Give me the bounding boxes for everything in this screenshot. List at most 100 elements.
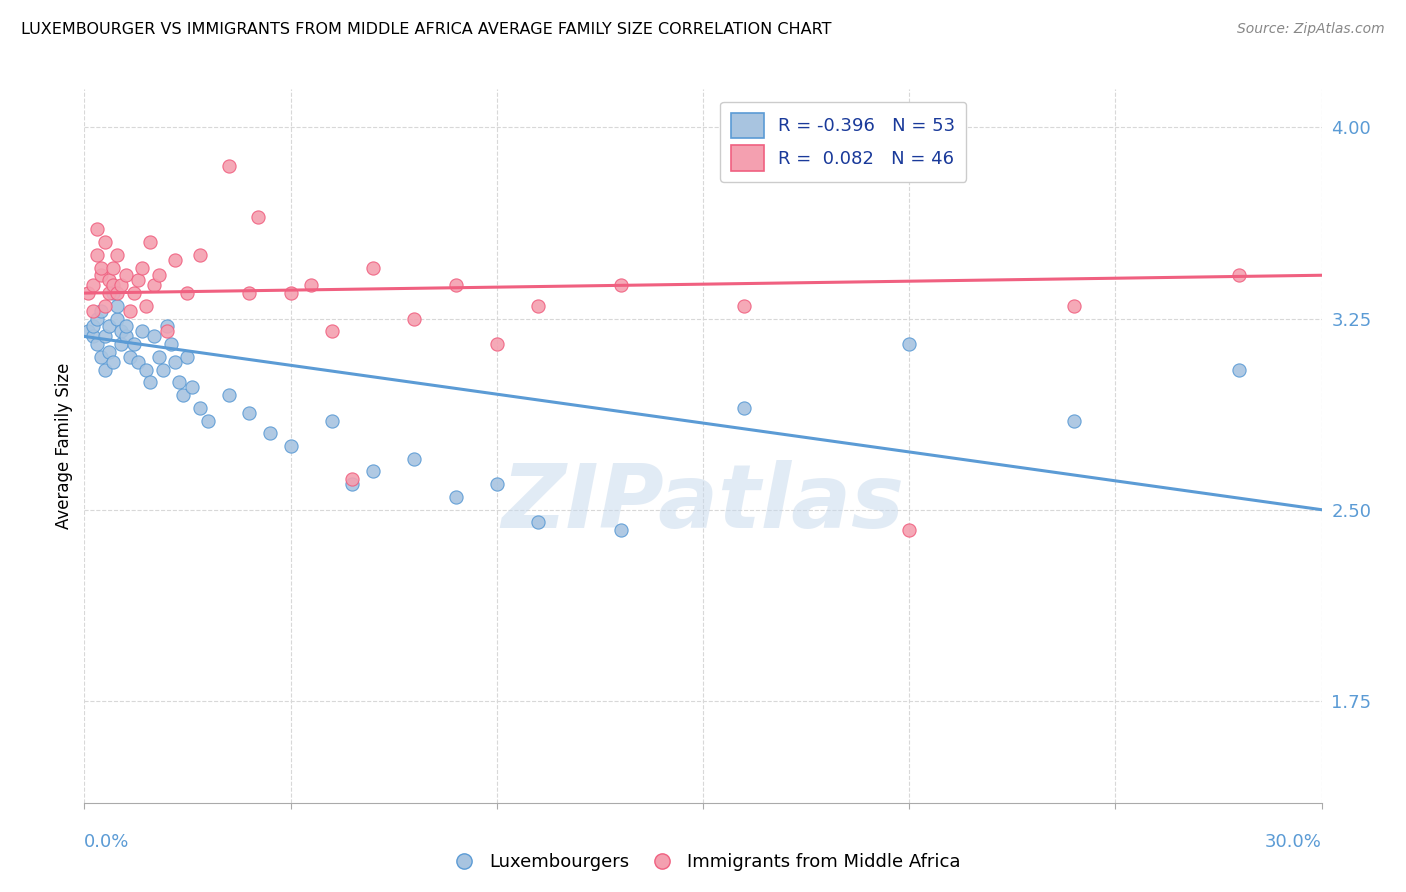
Point xyxy=(898,523,921,537)
Point xyxy=(188,401,211,415)
Point xyxy=(139,235,162,249)
Point xyxy=(105,311,128,326)
Point xyxy=(94,362,117,376)
Point xyxy=(105,299,128,313)
Point xyxy=(280,286,302,301)
Point xyxy=(90,304,112,318)
Point xyxy=(485,337,508,351)
Point xyxy=(86,337,108,351)
Point xyxy=(1227,362,1250,376)
Point xyxy=(898,337,921,351)
Point xyxy=(131,324,153,338)
Point xyxy=(94,329,117,343)
Point xyxy=(98,286,121,301)
Point xyxy=(127,273,149,287)
Point xyxy=(86,311,108,326)
Point xyxy=(110,337,132,351)
Point xyxy=(105,248,128,262)
Text: Source: ZipAtlas.com: Source: ZipAtlas.com xyxy=(1237,22,1385,37)
Point xyxy=(118,304,141,318)
Point xyxy=(143,329,166,343)
Point xyxy=(105,286,128,301)
Point xyxy=(160,337,183,351)
Text: 0.0%: 0.0% xyxy=(84,833,129,851)
Point xyxy=(77,286,100,301)
Point xyxy=(342,472,364,486)
Point xyxy=(238,286,260,301)
Point xyxy=(135,362,157,376)
Point xyxy=(110,278,132,293)
Point xyxy=(404,311,426,326)
Point xyxy=(98,273,121,287)
Point xyxy=(82,319,104,334)
Point xyxy=(238,406,260,420)
Point xyxy=(733,299,755,313)
Point xyxy=(299,278,322,293)
Point xyxy=(152,362,174,376)
Point xyxy=(90,268,112,283)
Point xyxy=(98,344,121,359)
Point xyxy=(143,278,166,293)
Point xyxy=(485,477,508,491)
Point xyxy=(82,329,104,343)
Text: LUXEMBOURGER VS IMMIGRANTS FROM MIDDLE AFRICA AVERAGE FAMILY SIZE CORRELATION CH: LUXEMBOURGER VS IMMIGRANTS FROM MIDDLE A… xyxy=(21,22,831,37)
Point xyxy=(122,337,145,351)
Point xyxy=(361,260,384,275)
Point xyxy=(135,299,157,313)
Point xyxy=(98,319,121,334)
Point xyxy=(77,324,100,338)
Point xyxy=(176,286,198,301)
Point xyxy=(156,324,179,338)
Point xyxy=(94,235,117,249)
Legend: R = -0.396   N = 53, R =  0.082   N = 46: R = -0.396 N = 53, R = 0.082 N = 46 xyxy=(720,102,966,182)
Point xyxy=(127,355,149,369)
Point xyxy=(218,388,240,402)
Point xyxy=(218,159,240,173)
Point xyxy=(404,451,426,466)
Point xyxy=(103,286,125,301)
Point xyxy=(165,252,187,267)
Point xyxy=(321,413,343,427)
Y-axis label: Average Family Size: Average Family Size xyxy=(55,363,73,529)
Point xyxy=(342,477,364,491)
Text: ZIPatlas: ZIPatlas xyxy=(502,459,904,547)
Point xyxy=(733,401,755,415)
Point xyxy=(103,260,125,275)
Point xyxy=(444,278,467,293)
Point xyxy=(103,278,125,293)
Point xyxy=(167,376,190,390)
Point xyxy=(280,439,302,453)
Point xyxy=(609,523,631,537)
Point xyxy=(118,350,141,364)
Point xyxy=(197,413,219,427)
Point xyxy=(148,350,170,364)
Point xyxy=(246,210,269,224)
Point xyxy=(94,299,117,313)
Point xyxy=(1063,413,1085,427)
Point xyxy=(321,324,343,338)
Point xyxy=(1227,268,1250,283)
Point xyxy=(86,248,108,262)
Point xyxy=(444,490,467,504)
Point xyxy=(122,286,145,301)
Point xyxy=(172,388,194,402)
Point xyxy=(90,350,112,364)
Point xyxy=(139,376,162,390)
Point xyxy=(188,248,211,262)
Point xyxy=(110,324,132,338)
Point xyxy=(82,278,104,293)
Point xyxy=(86,222,108,236)
Point xyxy=(114,329,136,343)
Point xyxy=(148,268,170,283)
Legend: Luxembourgers, Immigrants from Middle Africa: Luxembourgers, Immigrants from Middle Af… xyxy=(439,847,967,879)
Point xyxy=(114,268,136,283)
Point xyxy=(82,304,104,318)
Point xyxy=(114,319,136,334)
Point xyxy=(103,355,125,369)
Point xyxy=(1063,299,1085,313)
Point xyxy=(176,350,198,364)
Point xyxy=(165,355,187,369)
Point xyxy=(527,299,550,313)
Point xyxy=(361,465,384,479)
Point xyxy=(259,426,281,441)
